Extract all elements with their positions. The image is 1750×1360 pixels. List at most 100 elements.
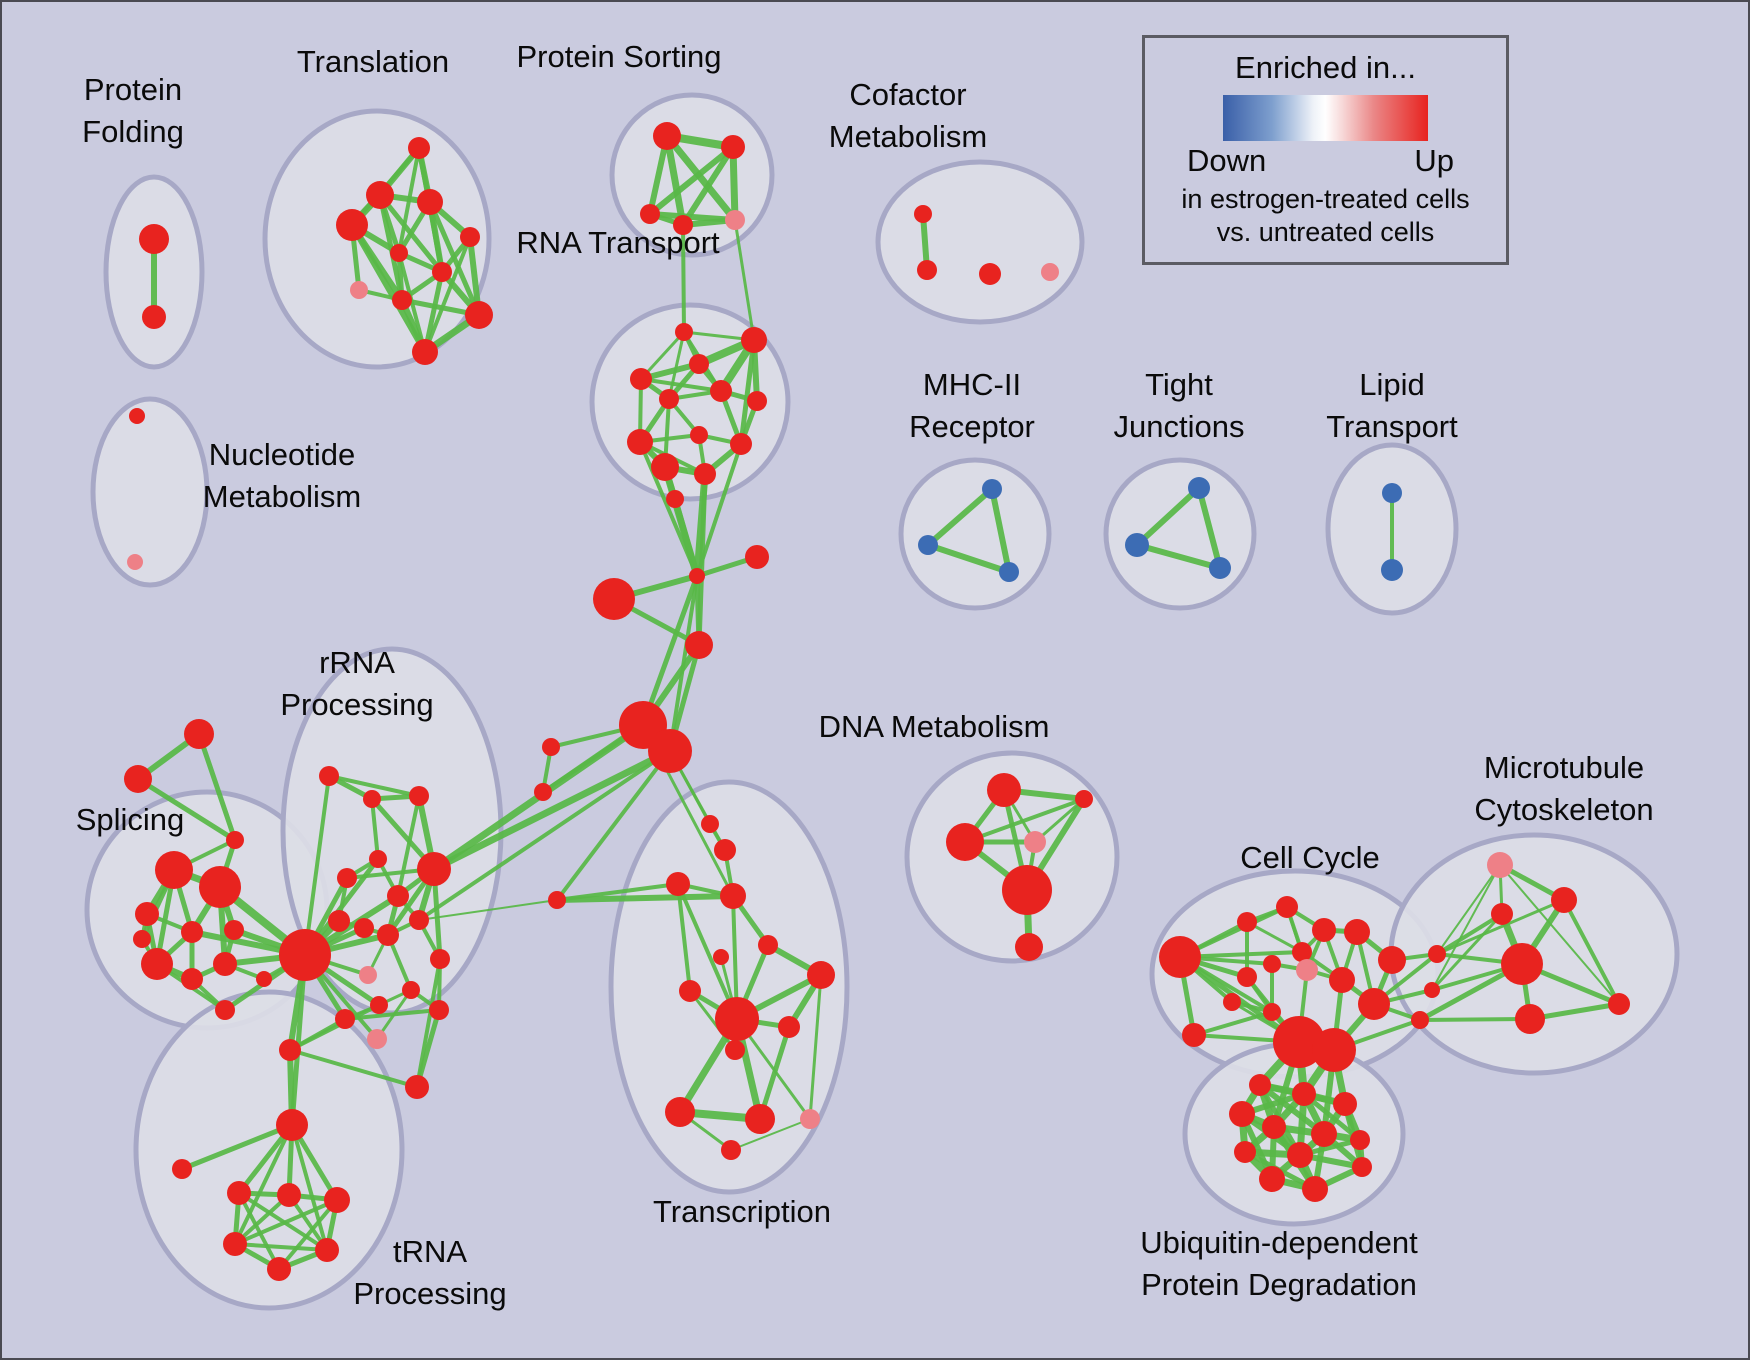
network-edge (925, 486, 995, 548)
node-tn2 (276, 1109, 308, 1141)
node-rr14 (429, 1000, 449, 1020)
node-tx9 (715, 997, 759, 1041)
node-rr3 (409, 786, 429, 806)
node-tx7 (807, 961, 835, 989)
node-sp11 (133, 930, 151, 948)
node-ub3 (1333, 1092, 1357, 1116)
cluster-cofactor-metabolism-label: Metabolism (829, 119, 988, 154)
node-cc1 (1159, 936, 1201, 978)
network-edge (925, 542, 1012, 575)
node-tx6 (713, 949, 729, 965)
network-edge (738, 337, 757, 447)
node-tn3 (172, 1159, 192, 1179)
network-edge (647, 144, 736, 217)
node-mh2 (918, 535, 938, 555)
node-cc10 (1329, 967, 1355, 993)
node-rr6 (387, 885, 409, 907)
node-tn1 (279, 1039, 301, 1061)
node-sp6 (141, 948, 173, 980)
network-edge (233, 1193, 291, 1246)
node-tx14 (800, 1109, 820, 1129)
network-edge (1301, 1091, 1363, 1143)
node-rr13 (402, 981, 420, 999)
node-cn1 (1428, 945, 1446, 963)
node-rt5 (710, 380, 732, 402)
legend-subtitle-line1: in estrogen-treated cells (1181, 184, 1470, 214)
network-edge (733, 218, 756, 342)
network-edge (808, 973, 823, 1121)
node-tg1 (184, 719, 214, 749)
network-edge (415, 957, 442, 1089)
network-edge (1562, 898, 1621, 1006)
node-tn4 (227, 1181, 251, 1205)
node-tg2 (124, 765, 152, 793)
cluster-tight-junctions-label: Tight (1145, 367, 1213, 402)
cluster-rna-transport-label: RNA Transport (516, 225, 720, 260)
node-rt2 (741, 327, 767, 353)
cluster-protein-folding-label: Protein (84, 72, 182, 107)
node-rt11 (651, 453, 679, 481)
node-mc6 (1608, 993, 1630, 1015)
network-edge (430, 747, 674, 873)
legend-down-label: Down (1187, 143, 1267, 178)
network-edge (237, 1191, 281, 1271)
node-tl6 (390, 244, 408, 262)
network-edge (233, 1198, 339, 1246)
node-tl5 (460, 227, 480, 247)
network-edge (233, 1242, 329, 1252)
node-tx13 (745, 1104, 775, 1134)
network-edge (554, 893, 736, 903)
network-edge (417, 749, 672, 922)
node-rt7 (747, 391, 767, 411)
cluster-cofactor-metabolism-label: Cofactor (849, 77, 966, 112)
node-ub1 (1249, 1074, 1271, 1096)
node-cc5 (1312, 918, 1336, 942)
node-rr1 (319, 766, 339, 786)
network-edge (422, 269, 445, 355)
network-edge (303, 774, 331, 957)
network-edge (1134, 485, 1202, 548)
cluster-translation-label: Translation (297, 44, 449, 79)
node-ub11 (1259, 1166, 1285, 1192)
node-tl2 (366, 181, 394, 209)
node-tn6 (324, 1187, 350, 1213)
network-edge (663, 132, 687, 229)
network-edge (640, 573, 700, 728)
node-nm2 (127, 554, 143, 570)
node-ub10 (1352, 1157, 1372, 1177)
node-rr9 (377, 924, 399, 946)
cluster-splicing-label: Splicing (76, 802, 185, 837)
node-sp9 (256, 971, 272, 987)
node-tn10 (405, 1075, 429, 1099)
node-rr2 (363, 790, 381, 808)
node-cc7 (1292, 942, 1312, 962)
cluster-dna-metabolism-label: DNA Metabolism (819, 709, 1050, 744)
node-tx12 (665, 1097, 695, 1127)
node-cn3 (1411, 1011, 1429, 1029)
node-rr8 (354, 918, 374, 938)
cluster-lipid-transport-label: Lipid (1359, 367, 1425, 402)
node-cc3 (1237, 912, 1257, 932)
node-pf2 (142, 305, 166, 329)
network-edge (667, 330, 686, 401)
network-edge (423, 235, 472, 354)
node-ps1 (653, 122, 681, 150)
network-edge (680, 144, 736, 228)
node-ub8 (1234, 1141, 1256, 1163)
network-edge (989, 486, 1012, 575)
node-cc16 (1358, 988, 1390, 1020)
network-edge (1431, 864, 1501, 991)
network-edge (290, 1123, 329, 1252)
network-edge (396, 794, 421, 898)
network-edge (1435, 898, 1566, 956)
node-rrH (279, 929, 331, 981)
node-rr10 (409, 910, 429, 930)
node-mc5 (1515, 1004, 1545, 1034)
node-tl3 (417, 189, 443, 215)
network-edge (1499, 864, 1620, 1005)
node-sp5 (224, 920, 244, 940)
node-cf3 (979, 263, 1001, 285)
node-rt9 (627, 429, 653, 455)
node-tx3 (666, 872, 690, 896)
node-rt8 (690, 426, 708, 444)
